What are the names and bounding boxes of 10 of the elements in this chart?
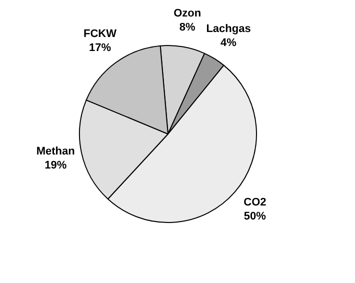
data-label: 50% bbox=[244, 210, 266, 222]
slice-label: FCKW bbox=[84, 28, 118, 40]
slice-label: Ozon bbox=[174, 8, 202, 20]
data-label: 4% bbox=[220, 37, 237, 50]
data-label: 8% bbox=[179, 22, 196, 34]
slice-label: Lachgas bbox=[206, 23, 251, 36]
data-label: 19% bbox=[44, 160, 67, 172]
data-label: 17% bbox=[88, 42, 112, 54]
slice-label: CO2 bbox=[244, 196, 266, 208]
slice-label: Methan bbox=[36, 146, 76, 158]
